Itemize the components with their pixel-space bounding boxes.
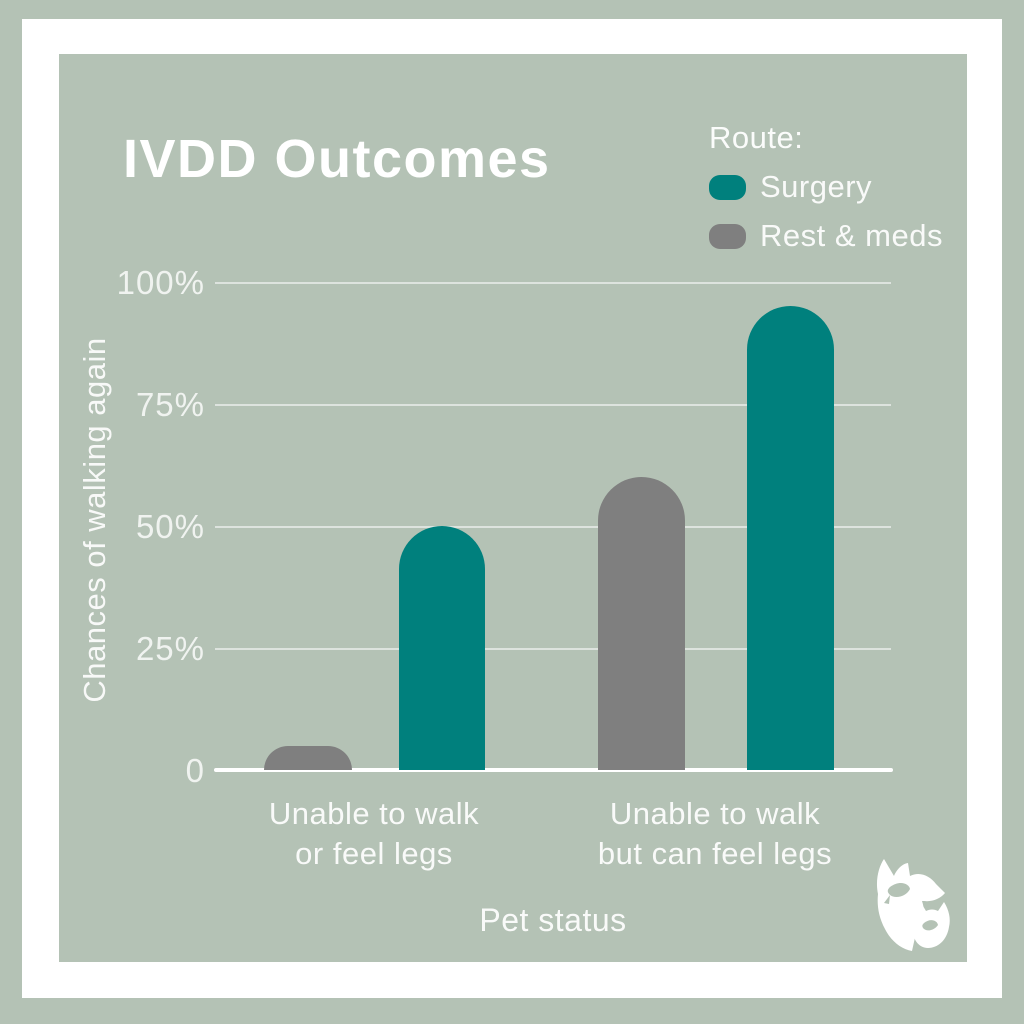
chart-panel: IVDD Outcomes Route: Surgery Rest & meds…: [59, 54, 967, 962]
bar-surgery-group-2: [747, 306, 834, 770]
y-axis-title: Chances of walking again: [77, 337, 112, 703]
category-label-line: but can feel legs: [597, 836, 833, 871]
dog-and-cat-icon: [876, 859, 950, 951]
legend-item-surgery: Surgery: [709, 169, 943, 205]
y-tick-0: 0: [185, 752, 205, 789]
legend-item-rest-meds: Rest & meds: [709, 218, 943, 254]
gridline-50: [215, 526, 891, 528]
y-tick-25: 25%: [135, 630, 205, 667]
category-label-line: Unable to walk: [268, 796, 480, 831]
legend-title: Route:: [709, 120, 804, 155]
rest-meds-swatch-icon: [709, 223, 746, 249]
category-label-2: Unable to walk but can feel legs: [555, 794, 875, 874]
gridline-75: [215, 404, 891, 406]
legend-item-label: Rest & meds: [760, 218, 943, 253]
category-label-line: Unable to walk: [609, 796, 821, 831]
legend-item-label: Surgery: [760, 169, 873, 204]
gridline-25: [215, 648, 891, 650]
chart-title: IVDD Outcomes: [123, 129, 551, 189]
y-tick-75: 75%: [135, 386, 205, 423]
x-axis-title: Pet status: [479, 902, 627, 938]
category-label-line: or feel legs: [295, 836, 453, 871]
category-label-1: Unable to walk or feel legs: [214, 794, 534, 874]
bar-rest-meds-group-1: [264, 746, 352, 770]
legend: Route: Surgery Rest & meds: [709, 120, 943, 254]
y-tick-100: 100%: [116, 264, 205, 301]
surgery-swatch-icon: [709, 174, 746, 200]
bar-rest-meds-group-2: [598, 477, 685, 770]
x-axis-line: [214, 768, 893, 772]
y-tick-50: 50%: [135, 508, 205, 545]
bar-surgery-group-1: [399, 526, 485, 770]
gridline-100: [215, 282, 891, 284]
